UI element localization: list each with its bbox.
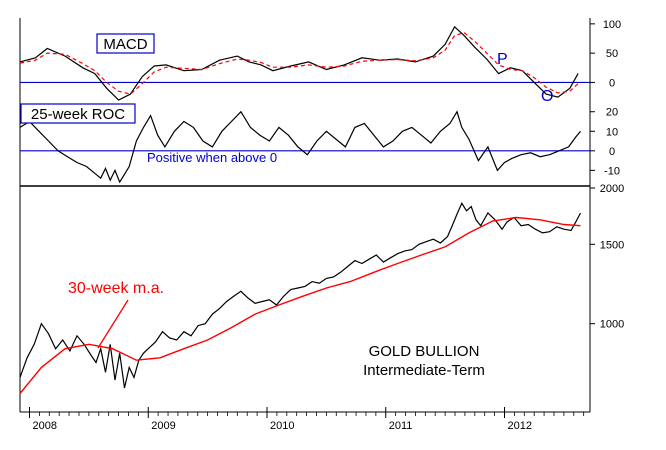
series-2-30-week-m-a- (19, 216, 581, 394)
plot-frame (19, 18, 591, 413)
ma-label: 30-week m.a. (68, 280, 164, 297)
ytick-label-0-0: 100 (603, 19, 621, 31)
roc-title-box (20, 103, 136, 124)
xtick-label-2008: 2008 (33, 420, 57, 432)
ytick-label-1-1: 10 (606, 126, 618, 138)
series-0-macd (19, 25, 579, 101)
roc-title-group: 25-week ROC (20, 103, 136, 124)
roc-title: 25-week ROC (31, 106, 125, 123)
ytick-label-2-1: 1500 (600, 239, 624, 251)
subject-line-1: GOLD BULLION (369, 343, 480, 360)
ytick-label-1-3: -10 (604, 165, 620, 177)
macd-title-box (96, 33, 155, 54)
ytick-label-2-2: 1000 (600, 319, 624, 331)
ytick-label-1-0: 20 (606, 107, 618, 119)
macd-trough-label: O (541, 88, 553, 105)
series-2-gold (19, 202, 582, 389)
ytick-label-1-2: 0 (609, 146, 615, 158)
xtick-label-2012: 2012 (508, 420, 532, 432)
subject-line-2: Intermediate-Term (363, 362, 485, 379)
macd-peak-label: P (497, 51, 508, 68)
xtick-label-2010: 2010 (270, 420, 294, 432)
ytick-label-0-1: 50 (606, 48, 618, 60)
series-1-25-week-roc (19, 110, 581, 184)
series-0-signal (19, 31, 579, 95)
zero-lines (20, 81, 590, 152)
ytick-label-0-2: 0 (609, 77, 615, 89)
macd-title: MACD (103, 36, 147, 53)
ma-pointer-line (97, 299, 129, 349)
macd-title-group: MACD (96, 33, 155, 54)
xtick-label-2011: 2011 (389, 420, 413, 432)
xtick-label-2009: 2009 (151, 420, 175, 432)
series-layer (19, 25, 582, 394)
roc-note: Positive when above 0 (147, 150, 277, 165)
x-ticks: 2008 2009 2010 2011 2012 (29, 407, 585, 432)
ytick-label-2-0: 2000 (600, 183, 624, 195)
